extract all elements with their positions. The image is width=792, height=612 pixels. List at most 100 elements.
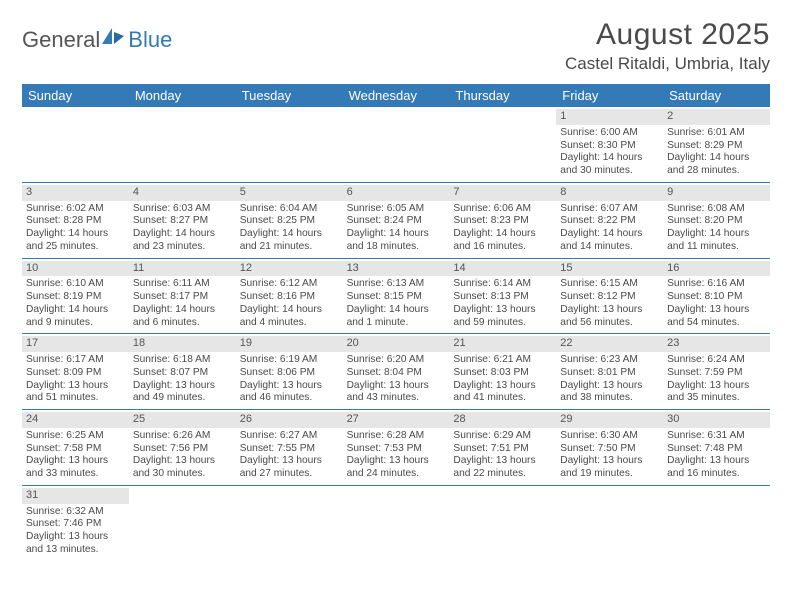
calendar-grid: SundayMondayTuesdayWednesdayThursdayFrid… <box>22 84 770 561</box>
day-number: 11 <box>129 261 236 277</box>
day-cell: 15Sunrise: 6:15 AMSunset: 8:12 PMDayligh… <box>556 259 663 334</box>
empty-cell <box>556 486 663 561</box>
day-cell: 5Sunrise: 6:04 AMSunset: 8:25 PMDaylight… <box>236 183 343 258</box>
daylight-text: and 43 minutes. <box>347 392 446 405</box>
day-cell: 17Sunrise: 6:17 AMSunset: 8:09 PMDayligh… <box>22 334 129 409</box>
brand-blue: Blue <box>128 27 172 53</box>
sunrise-text: Sunrise: 6:31 AM <box>667 430 766 443</box>
day-number: 10 <box>22 261 129 277</box>
day-number: 5 <box>236 185 343 201</box>
weeks-container: 1Sunrise: 6:00 AMSunset: 8:30 PMDaylight… <box>22 107 770 561</box>
day-cell: 27Sunrise: 6:28 AMSunset: 7:53 PMDayligh… <box>343 410 450 485</box>
calendar-page: General Blue August 2025 Castel Ritaldi,… <box>0 0 792 561</box>
daylight-text: Daylight: 13 hours <box>560 455 659 468</box>
day-number: 15 <box>556 261 663 277</box>
sunset-text: Sunset: 7:59 PM <box>667 367 766 380</box>
sunrise-text: Sunrise: 6:23 AM <box>560 354 659 367</box>
daylight-text: and 27 minutes. <box>240 468 339 481</box>
day-number: 29 <box>556 412 663 428</box>
week-row: 24Sunrise: 6:25 AMSunset: 7:58 PMDayligh… <box>22 410 770 486</box>
week-row: 3Sunrise: 6:02 AMSunset: 8:28 PMDaylight… <box>22 183 770 259</box>
day-cell: 10Sunrise: 6:10 AMSunset: 8:19 PMDayligh… <box>22 259 129 334</box>
day-cell: 31Sunrise: 6:32 AMSunset: 7:46 PMDayligh… <box>22 486 129 561</box>
daylight-text: Daylight: 14 hours <box>26 228 125 241</box>
daylight-text: Daylight: 13 hours <box>667 304 766 317</box>
daylight-text: and 35 minutes. <box>667 392 766 405</box>
day-number: 3 <box>22 185 129 201</box>
day-cell: 7Sunrise: 6:06 AMSunset: 8:23 PMDaylight… <box>449 183 556 258</box>
sunset-text: Sunset: 8:13 PM <box>453 291 552 304</box>
daylight-text: Daylight: 14 hours <box>667 228 766 241</box>
sunrise-text: Sunrise: 6:20 AM <box>347 354 446 367</box>
weekday-header: Thursday <box>449 84 556 107</box>
weekday-header-row: SundayMondayTuesdayWednesdayThursdayFrid… <box>22 84 770 107</box>
day-cell: 16Sunrise: 6:16 AMSunset: 8:10 PMDayligh… <box>663 259 770 334</box>
daylight-text: and 56 minutes. <box>560 317 659 330</box>
sunset-text: Sunset: 8:23 PM <box>453 215 552 228</box>
daylight-text: Daylight: 13 hours <box>560 380 659 393</box>
day-number: 22 <box>556 336 663 352</box>
daylight-text: and 23 minutes. <box>133 241 232 254</box>
daylight-text: Daylight: 13 hours <box>240 455 339 468</box>
sunset-text: Sunset: 7:53 PM <box>347 443 446 456</box>
day-number: 26 <box>236 412 343 428</box>
day-cell: 11Sunrise: 6:11 AMSunset: 8:17 PMDayligh… <box>129 259 236 334</box>
daylight-text: Daylight: 13 hours <box>347 380 446 393</box>
daylight-text: and 14 minutes. <box>560 241 659 254</box>
sunrise-text: Sunrise: 6:02 AM <box>26 203 125 216</box>
empty-cell <box>129 107 236 182</box>
daylight-text: and 19 minutes. <box>560 468 659 481</box>
sunset-text: Sunset: 8:03 PM <box>453 367 552 380</box>
sunset-text: Sunset: 8:30 PM <box>560 140 659 153</box>
sunset-text: Sunset: 8:07 PM <box>133 367 232 380</box>
sunrise-text: Sunrise: 6:26 AM <box>133 430 232 443</box>
sunrise-text: Sunrise: 6:16 AM <box>667 278 766 291</box>
daylight-text: Daylight: 13 hours <box>26 531 125 544</box>
daylight-text: and 33 minutes. <box>26 468 125 481</box>
day-cell: 13Sunrise: 6:13 AMSunset: 8:15 PMDayligh… <box>343 259 450 334</box>
day-cell: 28Sunrise: 6:29 AMSunset: 7:51 PMDayligh… <box>449 410 556 485</box>
day-number: 14 <box>449 261 556 277</box>
daylight-text: and 1 minute. <box>347 317 446 330</box>
day-number: 8 <box>556 185 663 201</box>
daylight-text: Daylight: 13 hours <box>560 304 659 317</box>
daylight-text: Daylight: 14 hours <box>560 152 659 165</box>
day-cell: 18Sunrise: 6:18 AMSunset: 8:07 PMDayligh… <box>129 334 236 409</box>
daylight-text: and 59 minutes. <box>453 317 552 330</box>
sunset-text: Sunset: 8:09 PM <box>26 367 125 380</box>
header: General Blue August 2025 Castel Ritaldi,… <box>22 18 770 74</box>
day-number: 13 <box>343 261 450 277</box>
sunset-text: Sunset: 7:51 PM <box>453 443 552 456</box>
day-cell: 21Sunrise: 6:21 AMSunset: 8:03 PMDayligh… <box>449 334 556 409</box>
weekday-header: Wednesday <box>343 84 450 107</box>
daylight-text: and 28 minutes. <box>667 165 766 178</box>
week-row: 10Sunrise: 6:10 AMSunset: 8:19 PMDayligh… <box>22 259 770 335</box>
week-row: 1Sunrise: 6:00 AMSunset: 8:30 PMDaylight… <box>22 107 770 183</box>
day-number: 2 <box>663 109 770 125</box>
sunrise-text: Sunrise: 6:17 AM <box>26 354 125 367</box>
sunset-text: Sunset: 8:17 PM <box>133 291 232 304</box>
sunrise-text: Sunrise: 6:30 AM <box>560 430 659 443</box>
daylight-text: and 51 minutes. <box>26 392 125 405</box>
sunrise-text: Sunrise: 6:03 AM <box>133 203 232 216</box>
day-cell: 2Sunrise: 6:01 AMSunset: 8:29 PMDaylight… <box>663 107 770 182</box>
sunrise-text: Sunrise: 6:13 AM <box>347 278 446 291</box>
day-number: 18 <box>129 336 236 352</box>
daylight-text: and 49 minutes. <box>133 392 232 405</box>
day-cell: 3Sunrise: 6:02 AMSunset: 8:28 PMDaylight… <box>22 183 129 258</box>
sunrise-text: Sunrise: 6:19 AM <box>240 354 339 367</box>
empty-cell <box>343 107 450 182</box>
weekday-header: Saturday <box>663 84 770 107</box>
sunset-text: Sunset: 8:04 PM <box>347 367 446 380</box>
sunrise-text: Sunrise: 6:01 AM <box>667 127 766 140</box>
daylight-text: and 21 minutes. <box>240 241 339 254</box>
daylight-text: Daylight: 13 hours <box>133 380 232 393</box>
sunrise-text: Sunrise: 6:07 AM <box>560 203 659 216</box>
day-number: 21 <box>449 336 556 352</box>
daylight-text: and 25 minutes. <box>26 241 125 254</box>
sail-icon <box>100 26 126 46</box>
sunset-text: Sunset: 7:50 PM <box>560 443 659 456</box>
sunrise-text: Sunrise: 6:11 AM <box>133 278 232 291</box>
day-cell: 30Sunrise: 6:31 AMSunset: 7:48 PMDayligh… <box>663 410 770 485</box>
week-row: 17Sunrise: 6:17 AMSunset: 8:09 PMDayligh… <box>22 334 770 410</box>
